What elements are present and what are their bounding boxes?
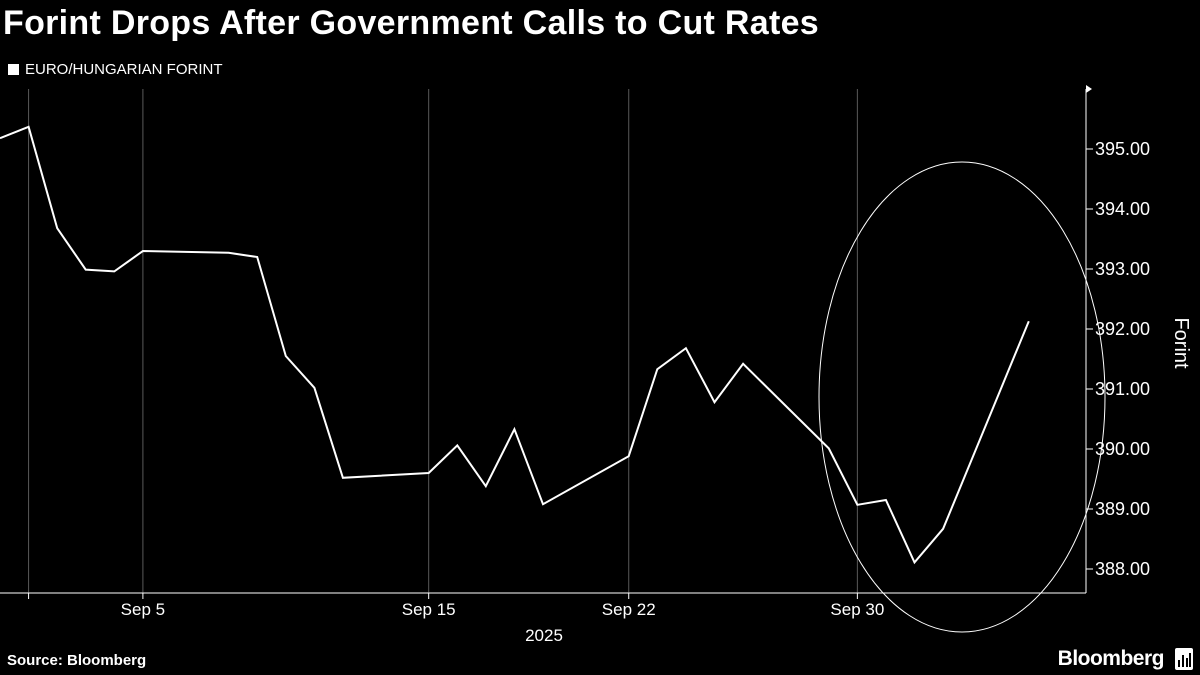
series-layer	[0, 125, 1030, 565]
x-tick-labels: Sep 5 Sep 15 Sep 22 Sep 30	[121, 600, 885, 619]
annotation-layer	[818, 161, 1106, 633]
highlight-ellipse	[818, 161, 1106, 633]
y-tick-label: 394.00	[1095, 199, 1150, 219]
gridlines	[28, 89, 858, 593]
x-axis-year-label: 2025	[525, 626, 563, 645]
bloomberg-logo: Bloomberg	[1057, 647, 1165, 670]
y-tick-label: 388.00	[1095, 559, 1150, 579]
x-tick-label: Sep 5	[121, 600, 165, 619]
legend-swatch	[8, 64, 19, 75]
y-tick-label: 392.00	[1095, 319, 1150, 339]
y-tick-label: 393.00	[1095, 259, 1150, 279]
source-note: Source: Bloomberg	[7, 652, 147, 669]
x-tick-label: Sep 30	[830, 600, 884, 619]
x-tick-label: Sep 22	[602, 600, 656, 619]
y-tick-label: 395.00	[1095, 139, 1150, 159]
series-line	[0, 125, 1030, 565]
y-tick-label: 390.00	[1095, 439, 1150, 459]
y-axis-arrow	[1086, 85, 1092, 93]
axes	[0, 85, 1093, 599]
legend-label: EURO/HUNGARIAN FORINT	[25, 61, 223, 78]
bloomberg-mark-icon	[1175, 648, 1193, 670]
y-tick-labels: 388.00 389.00 390.00 391.00 392.00 393.00 394.…	[1095, 139, 1150, 579]
y-axis-label: Forint	[1170, 317, 1192, 369]
x-tick-label: Sep 15	[402, 600, 456, 619]
y-tick-label: 391.00	[1095, 379, 1150, 399]
chart-title: Forint Drops After Government Calls to C…	[3, 4, 820, 42]
legend: EURO/HUNGARIAN FORINT	[8, 61, 223, 78]
y-tick-label: 389.00	[1095, 499, 1150, 519]
